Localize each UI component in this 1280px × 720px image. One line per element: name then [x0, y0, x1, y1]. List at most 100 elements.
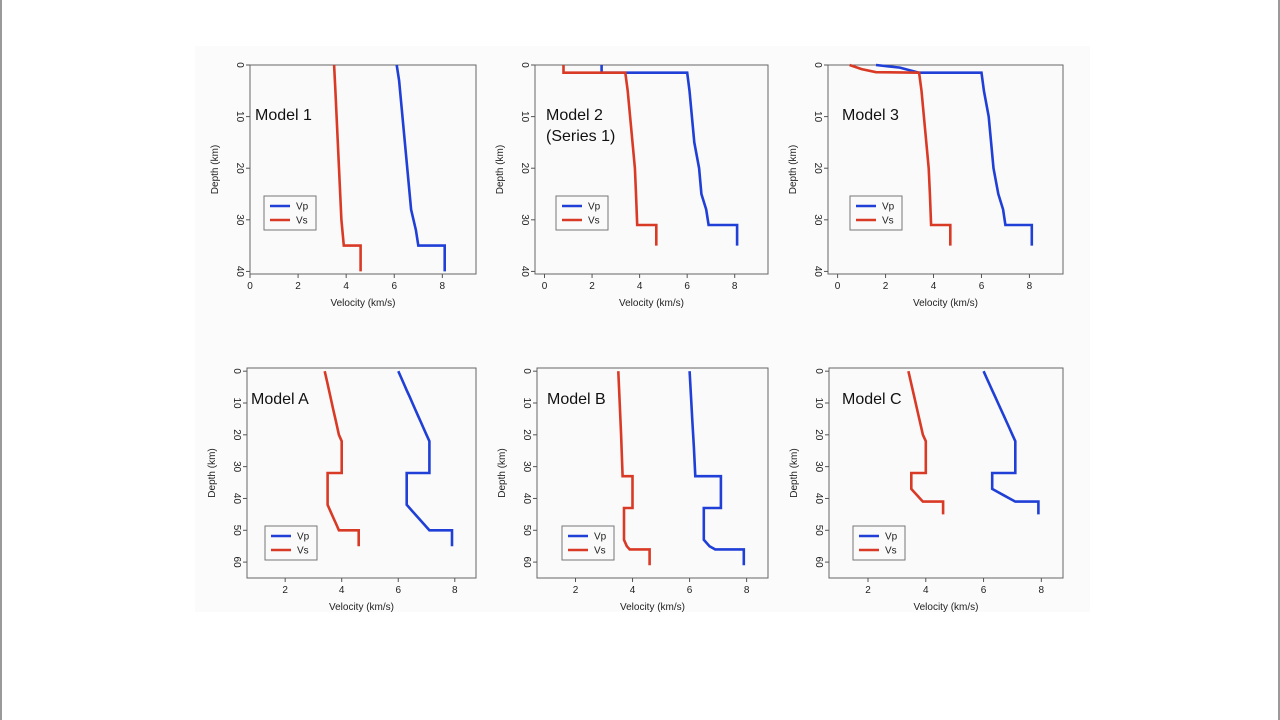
legend-label-vs: Vs [885, 546, 897, 557]
vs-line [849, 63, 952, 246]
y-tick-label: 40 [231, 493, 242, 505]
legend-label-vs: Vs [594, 546, 606, 557]
model-title: Model 2 [546, 107, 603, 124]
x-tick-label: 2 [589, 281, 595, 292]
x-axis-label: Velocity (km/s) [913, 602, 978, 612]
y-tick-label: 60 [813, 557, 824, 569]
legend: Vp Vs [852, 525, 906, 561]
y-tick-label: 50 [521, 525, 532, 537]
y-tick-label: 40 [813, 493, 824, 505]
vp-line [397, 370, 454, 547]
plot-frame [534, 64, 769, 275]
y-tick-label: 60 [231, 557, 242, 569]
panel-3: 0 2 4 6 8 0 10 20 30 40 Velocity (km/s) Depth (km) M… [788, 62, 1064, 309]
legend-box [555, 195, 609, 231]
model-title: Model 1 [255, 107, 312, 124]
plot-frame [827, 64, 1064, 275]
legend-label-vs: Vs [588, 216, 600, 227]
legend: Vp Vs [555, 195, 609, 231]
y-tick-label: 30 [813, 461, 824, 473]
legend-box [849, 195, 903, 231]
x-tick-label: 8 [440, 281, 446, 292]
x-tick-label: 2 [883, 281, 889, 292]
panel-5: 2 4 6 8 0 10 20 30 40 50 60 Velocity (km/s) Depth (k… [497, 367, 769, 612]
y-tick-label: 50 [231, 525, 242, 537]
x-axis-label: Velocity (km/s) [330, 298, 395, 309]
y-tick-label: 20 [521, 429, 532, 441]
y-axis-label: Depth (km) [788, 145, 799, 194]
x-tick-label: 0 [247, 281, 253, 292]
model-title: Model C [842, 391, 902, 408]
legend-label-vp: Vp [885, 532, 898, 543]
legend-label-vs: Vs [296, 216, 308, 227]
vp-line [600, 65, 739, 246]
y-tick-label: 20 [812, 163, 823, 175]
y-tick-label: 0 [813, 368, 824, 374]
y-axis-label: Depth (km) [207, 448, 218, 497]
x-axis-label: Velocity (km/s) [619, 298, 684, 309]
x-tick-label: 8 [1039, 585, 1045, 596]
vp-line [395, 64, 446, 272]
figure-slide: 0 2 4 6 8 0 10 20 30 40 Velocity (km/s) Depth (km) M… [195, 46, 1090, 612]
x-tick-label: 8 [452, 585, 458, 596]
y-tick-label: 0 [519, 62, 530, 68]
y-tick-label: 40 [521, 493, 532, 505]
legend: Vp Vs [561, 525, 615, 561]
legend-box [263, 195, 317, 231]
x-tick-label: 6 [979, 281, 985, 292]
vs-line [332, 64, 362, 272]
y-tick-label: 20 [231, 429, 242, 441]
legend-label-vs: Vs [297, 546, 309, 557]
model-title: (Series 1) [546, 128, 615, 145]
vs-line [617, 371, 651, 566]
legend-box [852, 525, 906, 561]
x-tick-label: 4 [637, 281, 643, 292]
legend-label-vs: Vs [882, 216, 894, 227]
x-tick-label: 4 [339, 585, 345, 596]
y-tick-label: 10 [519, 111, 530, 123]
legend: Vp Vs [264, 525, 318, 561]
legend: Vp Vs [263, 195, 317, 231]
x-tick-label: 4 [343, 281, 349, 292]
y-tick-label: 30 [234, 214, 245, 226]
plot-frame [249, 64, 477, 275]
model-title: Model B [547, 391, 606, 408]
x-tick-label: 6 [981, 585, 987, 596]
model-title: Model A [251, 391, 309, 408]
y-tick-label: 20 [519, 163, 530, 175]
y-tick-label: 10 [521, 397, 532, 409]
y-tick-label: 30 [521, 461, 532, 473]
x-tick-label: 0 [835, 281, 841, 292]
x-axis-label: Velocity (km/s) [620, 602, 685, 612]
x-tick-label: 6 [395, 585, 401, 596]
legend-label-vp: Vp [882, 202, 895, 213]
right-border [1278, 0, 1280, 720]
vs-line [907, 370, 945, 515]
y-tick-label: 0 [231, 368, 242, 374]
y-tick-label: 30 [812, 214, 823, 226]
y-tick-label: 40 [519, 266, 530, 278]
y-tick-label: 20 [813, 429, 824, 441]
y-tick-label: 0 [812, 62, 823, 68]
x-tick-label: 8 [732, 281, 738, 292]
y-axis-label: Depth (km) [497, 448, 508, 497]
y-tick-label: 50 [813, 525, 824, 537]
x-tick-label: 2 [282, 585, 288, 596]
x-tick-label: 4 [630, 585, 636, 596]
x-tick-label: 8 [744, 585, 750, 596]
x-tick-label: 4 [923, 585, 929, 596]
model-title: Model 3 [842, 107, 899, 124]
left-border [0, 0, 2, 720]
y-tick-label: 60 [521, 557, 532, 569]
legend: Vp Vs [849, 195, 903, 231]
y-tick-label: 10 [813, 397, 824, 409]
x-tick-label: 6 [684, 281, 690, 292]
x-tick-label: 2 [865, 585, 871, 596]
vp-line [688, 371, 746, 566]
legend-label-vp: Vp [296, 202, 309, 213]
x-tick-label: 2 [295, 281, 301, 292]
y-tick-label: 40 [234, 266, 245, 278]
legend-box [264, 525, 318, 561]
legend-label-vp: Vp [588, 202, 601, 213]
y-tick-label: 30 [519, 214, 530, 226]
